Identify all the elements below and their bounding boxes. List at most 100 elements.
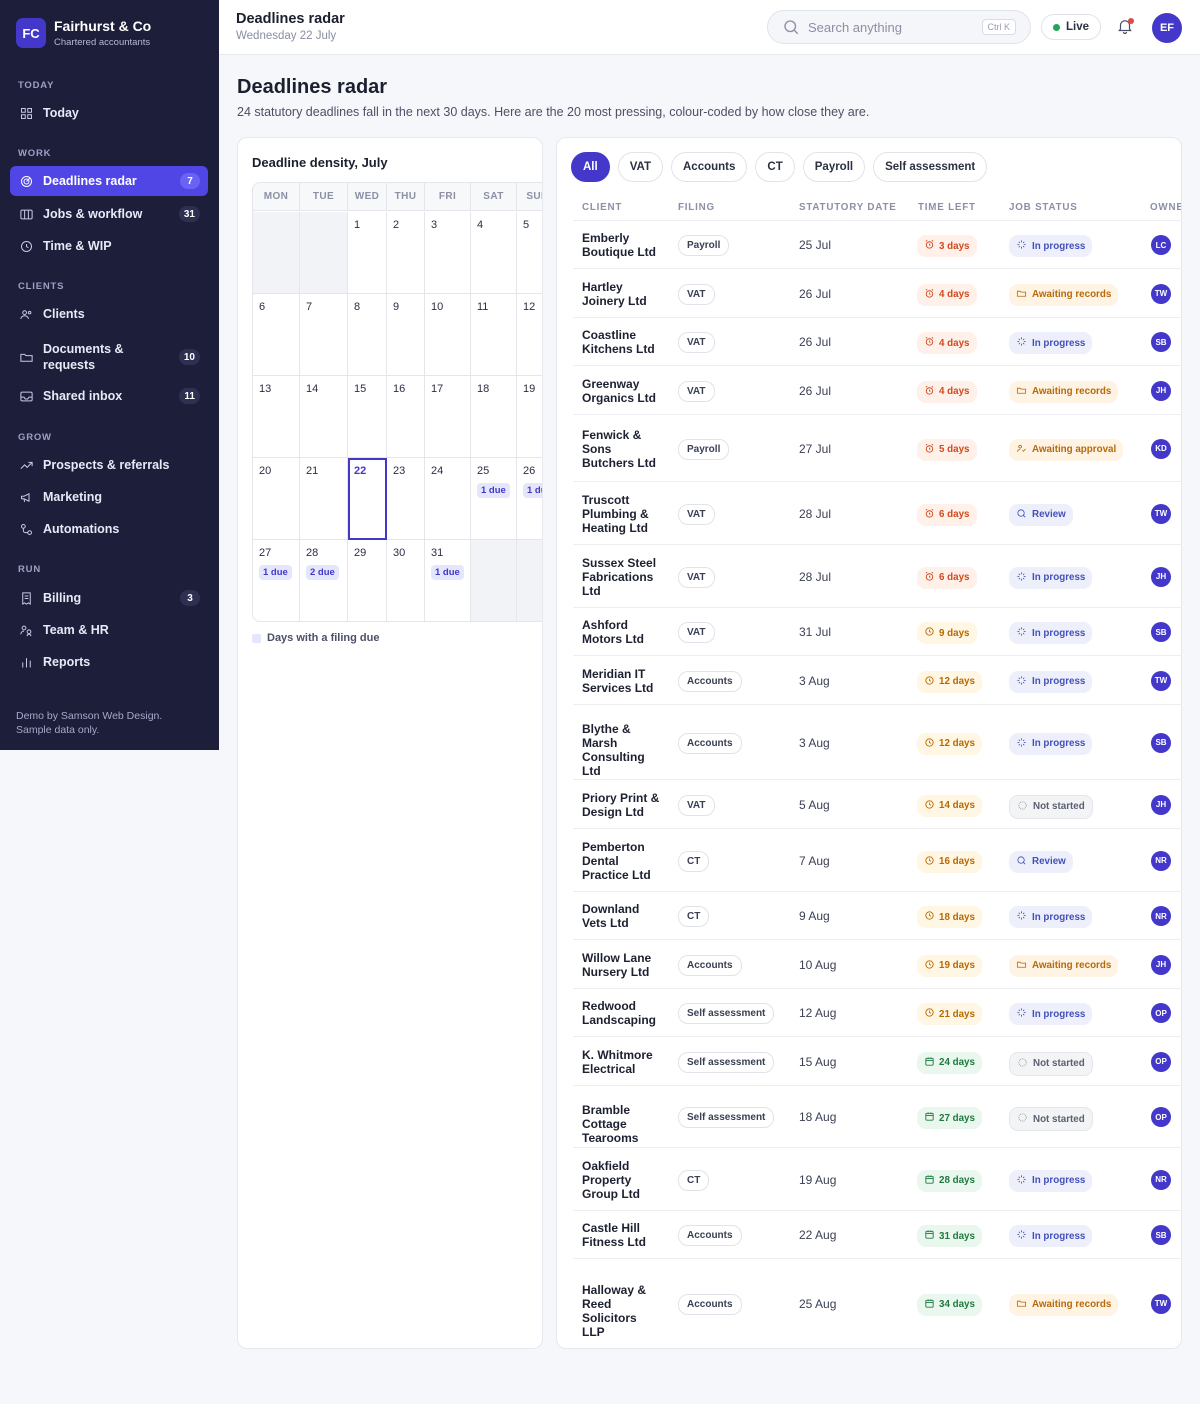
owner-avatar[interactable]: NR xyxy=(1151,1169,1171,1190)
table-row[interactable]: Blythe & Marsh Consulting Ltd Accounts 3 A… xyxy=(573,704,1181,779)
calendar-day[interactable]: 26 1 due xyxy=(517,458,542,540)
job-status-badge[interactable]: Review xyxy=(1009,850,1073,873)
owner-avatar[interactable]: TW xyxy=(1151,503,1171,524)
client-name[interactable]: Priory Print & Design Ltd xyxy=(582,790,660,819)
owner-avatar[interactable]: JH xyxy=(1151,380,1171,401)
calendar-day[interactable]: 30 xyxy=(387,540,425,621)
job-status-badge[interactable]: In progress xyxy=(1009,1169,1093,1192)
calendar-day[interactable]: 2 xyxy=(387,212,425,294)
filter-payroll[interactable]: Payroll xyxy=(802,152,866,182)
sidebar-item-documents-requests[interactable]: Documents & requests 10 xyxy=(10,336,208,378)
table-row[interactable]: Redwood Landscaping Self assessment 12 Aug… xyxy=(573,988,1181,1036)
calendar-day[interactable]: 11 xyxy=(471,294,517,376)
owner-avatar[interactable]: TW xyxy=(1151,670,1171,691)
client-name[interactable]: Pemberton Dental Practice Ltd xyxy=(582,839,651,882)
table-row[interactable]: Downland Vets Ltd CT 9 Aug 18 days In progre… xyxy=(573,891,1181,939)
calendar-day[interactable]: 17 xyxy=(425,376,471,458)
calendar-day[interactable]: 8 xyxy=(348,294,387,376)
client-name[interactable]: Bramble Cottage Tearooms xyxy=(582,1103,639,1145)
calendar-day[interactable]: 20 xyxy=(253,458,300,540)
table-row[interactable]: Coastline Kitchens Ltd VAT 26 Jul 4 days In … xyxy=(573,317,1181,365)
calendar-day[interactable]: 14 xyxy=(300,376,348,458)
filter-all[interactable]: All xyxy=(571,152,610,182)
job-status-badge[interactable]: Not started xyxy=(1009,1051,1093,1076)
job-status-badge[interactable]: In progress xyxy=(1009,1003,1093,1025)
client-name[interactable]: Ashford Motors Ltd xyxy=(582,618,644,646)
client-name[interactable]: Emberly Boutique Ltd xyxy=(582,231,656,259)
calendar-day[interactable]: 31 1 due xyxy=(425,540,471,621)
table-row[interactable]: Emberly Boutique Ltd Payroll 25 Jul 3 days I… xyxy=(573,220,1181,268)
calendar-day[interactable]: 15 xyxy=(348,376,387,458)
client-name[interactable]: Truscott Plumbing & Heating Ltd xyxy=(582,492,649,535)
sidebar-item-reports[interactable]: Reports xyxy=(10,647,208,677)
client-name[interactable]: Oakfield Property Group Ltd xyxy=(582,1158,640,1201)
job-status-badge[interactable]: In progress xyxy=(1009,235,1093,257)
calendar-day[interactable]: 4 xyxy=(471,212,517,294)
table-row[interactable]: Willow Lane Nursery Ltd Accounts 10 Aug 19 … xyxy=(573,939,1181,988)
job-status-badge[interactable]: In progress xyxy=(1009,906,1093,928)
table-row[interactable]: Sussex Steel Fabrications Ltd VAT 28 Jul 6 … xyxy=(573,544,1181,607)
calendar-day[interactable]: 25 1 due xyxy=(471,458,517,540)
notifications-button[interactable] xyxy=(1116,17,1136,37)
client-name[interactable]: Meridian IT Services Ltd xyxy=(582,666,654,695)
owner-avatar[interactable]: SB xyxy=(1151,622,1171,642)
brand[interactable]: FC Fairhurst & Co Chartered accountants xyxy=(16,18,151,48)
job-status-badge[interactable]: Awaiting records xyxy=(1009,1293,1119,1316)
owner-avatar[interactable]: JH xyxy=(1151,794,1171,815)
calendar-day[interactable]: 23 xyxy=(387,458,425,540)
client-name[interactable]: Redwood Landscaping xyxy=(582,999,657,1027)
calendar-day[interactable]: 21 xyxy=(300,458,348,540)
search-input[interactable]: Search anything Ctrl K xyxy=(767,10,1031,44)
client-name[interactable]: Downland Vets Ltd xyxy=(582,902,640,930)
calendar-day[interactable]: 5 xyxy=(517,212,542,294)
client-name[interactable]: K. Whitmore Electrical xyxy=(582,1047,653,1076)
calendar-day[interactable]: 18 xyxy=(471,376,517,458)
job-status-badge[interactable]: Awaiting records xyxy=(1009,283,1119,306)
table-row[interactable]: Castle Hill Fitness Ltd Accounts 22 Aug 31 … xyxy=(573,1210,1181,1258)
job-status-badge[interactable]: Awaiting approval xyxy=(1009,438,1124,461)
table-row[interactable]: Halloway & Reed Solicitors LLP Accounts 25… xyxy=(573,1258,1181,1347)
client-name[interactable]: Coastline Kitchens Ltd xyxy=(582,328,655,356)
filter-accounts[interactable]: Accounts xyxy=(671,152,748,182)
calendar-day[interactable]: 29 xyxy=(348,540,387,621)
table-row[interactable]: Priory Print & Design Ltd VAT 5 Aug 14 days… xyxy=(573,779,1181,828)
table-row[interactable]: Truscott Plumbing & Heating Ltd VAT 28 Jul… xyxy=(573,481,1181,544)
calendar-day[interactable]: 24 xyxy=(425,458,471,540)
job-status-badge[interactable]: Awaiting records xyxy=(1009,380,1119,403)
job-status-badge[interactable]: Not started xyxy=(1009,794,1093,819)
owner-avatar[interactable]: OP xyxy=(1151,1107,1171,1127)
owner-avatar[interactable]: LC xyxy=(1151,235,1171,255)
job-status-badge[interactable]: Awaiting records xyxy=(1009,954,1119,977)
table-row[interactable]: Greenway Organics Ltd VAT 26 Jul 4 days Awai… xyxy=(573,365,1181,414)
client-name[interactable]: Hartley Joinery Ltd xyxy=(582,279,647,308)
job-status-badge[interactable]: In progress xyxy=(1009,566,1093,589)
client-name[interactable]: Sussex Steel Fabrications Ltd xyxy=(582,555,657,598)
client-name[interactable]: Greenway Organics Ltd xyxy=(582,376,657,405)
sidebar-item-automations[interactable]: Automations xyxy=(10,514,208,544)
table-row[interactable]: Hartley Joinery Ltd VAT 26 Jul 4 days Awaiti… xyxy=(573,268,1181,317)
calendar-day[interactable]: 22 xyxy=(348,458,387,540)
owner-avatar[interactable]: SB xyxy=(1151,332,1171,352)
calendar-day[interactable]: 19 xyxy=(517,376,542,458)
live-indicator[interactable]: Live xyxy=(1041,14,1102,40)
sidebar-item-team-hr[interactable]: Team & HR xyxy=(10,615,208,645)
sidebar-item-shared-inbox[interactable]: Shared inbox 11 xyxy=(10,381,208,411)
table-row[interactable]: K. Whitmore Electrical Self assessment 15 … xyxy=(573,1036,1181,1085)
calendar-day[interactable]: 16 xyxy=(387,376,425,458)
job-status-badge[interactable]: Review xyxy=(1009,503,1073,526)
job-status-badge[interactable]: In progress xyxy=(1009,622,1093,644)
calendar-day[interactable]: 27 1 due xyxy=(253,540,300,621)
owner-avatar[interactable]: SB xyxy=(1151,732,1171,753)
filter-ct[interactable]: CT xyxy=(755,152,795,182)
filter-vat[interactable]: VAT xyxy=(617,152,663,182)
client-name[interactable]: Castle Hill Fitness Ltd xyxy=(582,1221,647,1249)
owner-avatar[interactable]: OP xyxy=(1151,1051,1171,1072)
calendar-day[interactable]: 3 xyxy=(425,212,471,294)
owner-avatar[interactable]: JH xyxy=(1151,566,1171,587)
table-row[interactable]: Oakfield Property Group Ltd CT 19 Aug 28 da… xyxy=(573,1147,1181,1210)
job-status-badge[interactable]: In progress xyxy=(1009,732,1093,755)
calendar-day[interactable]: 6 xyxy=(253,294,300,376)
table-row[interactable]: Ashford Motors Ltd VAT 31 Jul 9 days In prog… xyxy=(573,607,1181,655)
calendar-day[interactable]: 28 2 due xyxy=(300,540,348,621)
sidebar-item-clients[interactable]: Clients xyxy=(10,299,208,329)
